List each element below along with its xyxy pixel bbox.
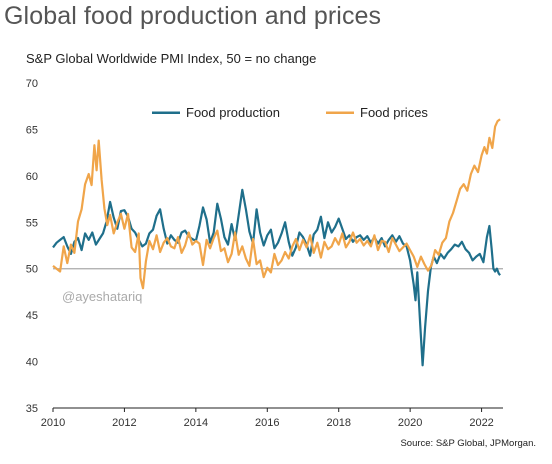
x-tick-label-2014: 2014	[184, 417, 208, 429]
y-tick-label-45: 45	[26, 310, 38, 322]
y-tick-label-60: 60	[26, 171, 38, 183]
y-tick-label-40: 40	[26, 357, 38, 369]
legend-label-food-production: Food production	[186, 105, 280, 120]
y-tick-label-35: 35	[26, 403, 38, 415]
legend: Food production Food prices	[152, 105, 428, 120]
y-tick-label-55: 55	[26, 217, 38, 229]
watermark-text: @ayeshatariq	[62, 289, 142, 304]
legend-label-food-prices: Food prices	[360, 105, 428, 120]
x-tick-label-2018: 2018	[326, 417, 350, 429]
x-axis: 2010 2012 2014 2016 2018 2020 2022	[41, 408, 494, 429]
y-tick-label-50: 50	[26, 264, 38, 276]
x-tick-label-2012: 2012	[112, 417, 136, 429]
series-lines	[52, 118, 501, 367]
y-tick-label-65: 65	[26, 124, 38, 136]
source-note: Source: S&P Global, JPMorgan.	[400, 438, 536, 449]
x-tick-label-2016: 2016	[255, 417, 279, 429]
x-tick-label-2022: 2022	[469, 417, 493, 429]
chart-subtitle: S&P Global Worldwide PMI Index, 50 = no …	[26, 51, 317, 66]
x-tick-label-2020: 2020	[398, 417, 422, 429]
series-line-food-prices	[52, 118, 501, 290]
y-tick-label-70: 70	[26, 78, 38, 90]
chart-title: Global food production and prices	[4, 2, 382, 30]
y-axis: 35 40 45 50 55 60 65 70	[26, 78, 38, 415]
x-tick-label-2010: 2010	[41, 417, 65, 429]
